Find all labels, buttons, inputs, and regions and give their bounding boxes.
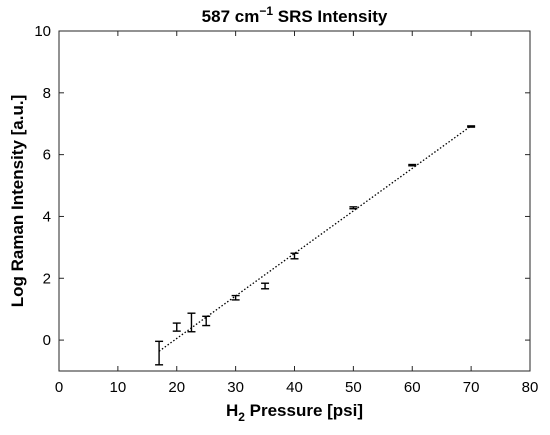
chart-title: 587 cm−1 SRS Intensity	[202, 4, 388, 26]
y-axis-label: Log Raman Intensity [a.u.]	[8, 95, 27, 308]
error-bar	[408, 163, 417, 167]
error-bar	[172, 322, 181, 332]
x-tick-label: 70	[463, 379, 480, 396]
y-tick-label: 10	[34, 23, 51, 40]
error-bar	[467, 125, 476, 128]
error-bar	[187, 312, 196, 333]
y-axis: 0 2 4 6 8 10	[34, 23, 530, 349]
x-tick-label: 30	[227, 379, 244, 396]
y-tick-label: 8	[43, 85, 51, 102]
x-tick-label: 10	[110, 379, 127, 396]
plot-area	[58, 30, 531, 372]
x-tick-label: 0	[55, 379, 63, 396]
x-tick-label: 50	[345, 379, 362, 396]
x-axis: 0 10 20 30 40 50 60 70 80	[55, 31, 539, 396]
error-bar	[231, 294, 240, 301]
y-tick-label: 0	[43, 332, 51, 349]
x-tick-label: 20	[168, 379, 185, 396]
y-tick-label: 2	[43, 270, 51, 287]
error-bar	[349, 206, 358, 210]
fit-line-group	[158, 125, 472, 352]
error-bar	[155, 340, 164, 366]
x-tick-label: 60	[404, 379, 421, 396]
data-points	[155, 125, 476, 366]
y-tick-label: 6	[43, 147, 51, 164]
x-axis-label: H2 Pressure [psi]	[226, 401, 363, 424]
error-bar	[261, 282, 270, 290]
y-tick-label: 4	[43, 208, 51, 225]
error-bar	[290, 252, 299, 260]
x-tick-label: 40	[286, 379, 303, 396]
error-bar	[202, 315, 211, 327]
fit-line	[158, 125, 472, 352]
x-tick-label: 80	[522, 379, 539, 396]
